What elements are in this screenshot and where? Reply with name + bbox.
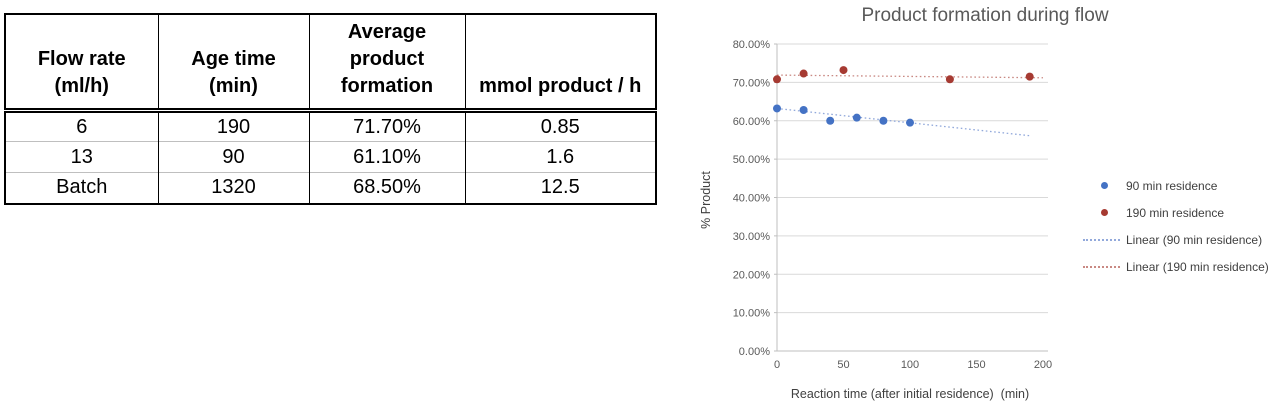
data-point-series-0	[773, 104, 781, 113]
col-header-mmol-product-per-h: mmol product / h	[464, 14, 657, 113]
x-tick-label: 50	[837, 359, 849, 371]
series-dot-icon	[1101, 209, 1108, 216]
data-point-series-0	[852, 113, 861, 122]
data-point-series-0	[826, 116, 835, 125]
table-header-row: Flow rate (ml/h) Age time (min) Average …	[4, 14, 657, 113]
cell-flow-rate: 13	[4, 141, 159, 173]
cell-avg-product-formation: 61.10%	[308, 141, 466, 173]
data-point-series-1	[1025, 72, 1034, 81]
y-tick-label: 20.00%	[733, 269, 771, 281]
y-tick-label: 30.00%	[733, 231, 771, 243]
data-point-series-0	[799, 106, 808, 115]
legend-item-190-min-residence: 190 min residence	[1083, 199, 1269, 226]
x-tick-label: 100	[901, 359, 919, 371]
scatter-chart: Product formation during flow % Product …	[660, 0, 1280, 411]
results-table: Flow rate (ml/h) Age time (min) Average …	[4, 13, 657, 205]
x-tick-label: 200	[1034, 359, 1052, 371]
y-tick-label: 80.00%	[733, 39, 771, 51]
chart-svg: 0.00% 10.00% 20.00% 30.00% 40.00% 50.00% 60.00…	[733, 39, 1052, 371]
legend-label: 190 min residence	[1126, 205, 1225, 220]
cell-age-time: 190	[157, 110, 310, 142]
y-tick-label: 50.00%	[733, 154, 771, 166]
cell-mmol-product-per-h: 1.6	[464, 141, 657, 173]
data-point-series-1	[773, 75, 781, 84]
legend-marker-wrap	[1083, 182, 1126, 189]
cell-flow-rate: Batch	[4, 172, 159, 204]
trendline-sample-icon	[1083, 265, 1120, 268]
x-tick-label: 150	[967, 359, 985, 371]
trendline-1	[776, 74, 1044, 79]
data-point-series-1	[945, 75, 954, 84]
legend-label: Linear (90 min residence)	[1126, 232, 1263, 247]
data-point-series-1	[839, 66, 848, 75]
legend-item-linear-190-min: Linear (190 min residence)	[1083, 253, 1269, 280]
y-tick-label: 10.00%	[733, 308, 771, 320]
y-tick-label: 40.00%	[733, 193, 771, 205]
col-header-avg-product-formation: Average product formation	[308, 14, 466, 113]
table-row: 6 190 71.70% 0.85	[4, 110, 657, 142]
legend-label: 90 min residence	[1126, 178, 1218, 193]
chart-title: Product formation during flow	[861, 5, 1109, 26]
cell-avg-product-formation: 71.70%	[308, 110, 466, 142]
data-point-series-0	[879, 116, 888, 125]
cell-flow-rate: 6	[4, 110, 159, 142]
cell-avg-product-formation: 68.50%	[308, 172, 466, 204]
cell-mmol-product-per-h: 0.85	[464, 110, 657, 142]
y-tick-label: 70.00%	[733, 77, 771, 89]
legend-label: Linear (190 min residence)	[1126, 259, 1269, 274]
series-dot-icon	[1101, 182, 1108, 189]
legend-item-90-min-residence: 90 min residence	[1083, 172, 1269, 199]
cell-mmol-product-per-h: 12.5	[464, 172, 657, 204]
cell-age-time: 1320	[157, 172, 310, 204]
x-tick-label: 0	[774, 359, 780, 371]
legend-marker-wrap	[1083, 209, 1126, 216]
trendline-0	[776, 107, 1030, 137]
cell-age-time: 90	[157, 141, 310, 173]
chart-legend: 90 min residence 190 min residence Linea…	[1083, 172, 1269, 280]
legend-item-linear-90-min: Linear (90 min residence)	[1083, 226, 1269, 253]
trendline-sample-icon	[1083, 238, 1120, 241]
y-tick-label: 0.00%	[739, 346, 770, 358]
table-row: 13 90 61.10% 1.6	[4, 141, 657, 173]
y-tick-label: 60.00%	[733, 116, 771, 128]
col-header-age-time: Age time (min)	[157, 14, 310, 113]
data-point-series-1	[799, 69, 808, 78]
data-point-series-0	[906, 118, 914, 127]
table-row: Batch 1320 68.50% 12.5	[4, 172, 657, 204]
col-header-flow-rate: Flow rate (ml/h)	[4, 14, 159, 113]
x-axis-title: Reaction time (after initial residence) …	[790, 387, 1030, 401]
